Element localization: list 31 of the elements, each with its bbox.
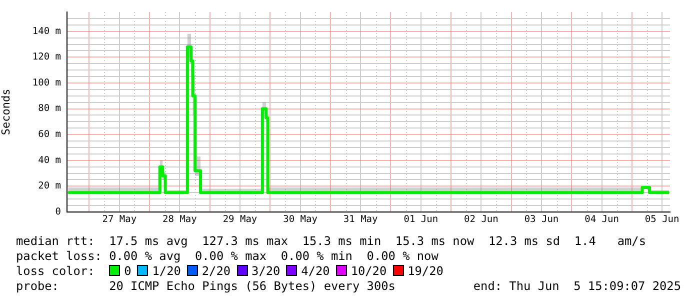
- x-tick-label: 29 May: [222, 214, 258, 226]
- y-tick-label: 100 m: [32, 77, 62, 88]
- y-tick-label: 60 m: [38, 129, 62, 140]
- text: median rtt: 17.5 ms avg 127.3 ms max 15.3 ms min 15.3 ms now 12.3 ms sd 1.4 am/s: [16, 234, 646, 249]
- y-tick-label: 0: [55, 206, 62, 218]
- x-tick-label: 04 Jun: [584, 214, 619, 226]
- legend-label: 2/20: [202, 264, 231, 278]
- legend-label: 3/20: [252, 264, 280, 278]
- x-tick-label: 28 May: [162, 214, 198, 226]
- x-tick-label: 02 Jun: [464, 214, 498, 226]
- x-tick-label: 05 Jun: [644, 214, 680, 226]
- y-tick-label: 120 m: [32, 52, 62, 63]
- legend-label: 4/20: [301, 264, 330, 278]
- x-tick-label: 27 May: [102, 214, 137, 226]
- legend-label: 19/20: [408, 264, 444, 278]
- legend-title: loss color:: [16, 264, 95, 278]
- y-tick-label: 80 m: [38, 103, 62, 114]
- y-tick-label: 20 m: [38, 180, 62, 192]
- x-tick-label: 30 May: [283, 214, 318, 226]
- y-tick-label: 40 m: [38, 154, 62, 166]
- legend-label: 1/20: [152, 264, 181, 278]
- text: end: Thu Jun 5 15:09:07 2025: [473, 279, 681, 294]
- legend-label: 0: [124, 264, 132, 278]
- x-tick-label: 31 May: [343, 214, 378, 226]
- legend-label: 10/20: [350, 264, 387, 278]
- text: packet loss: 0.00 % avg 0.00 % max 0.00 % min 0.00 % now: [16, 249, 438, 264]
- text: probe: 20 ICMP Echo Pings (56 Bytes) every 300s: [16, 279, 396, 294]
- y-tick-label: 140 m: [32, 26, 62, 37]
- x-tick-label: 03 Jun: [524, 214, 559, 226]
- y-axis-title: Seconds: [0, 88, 12, 136]
- x-tick-label: 01 Jun: [404, 214, 438, 226]
